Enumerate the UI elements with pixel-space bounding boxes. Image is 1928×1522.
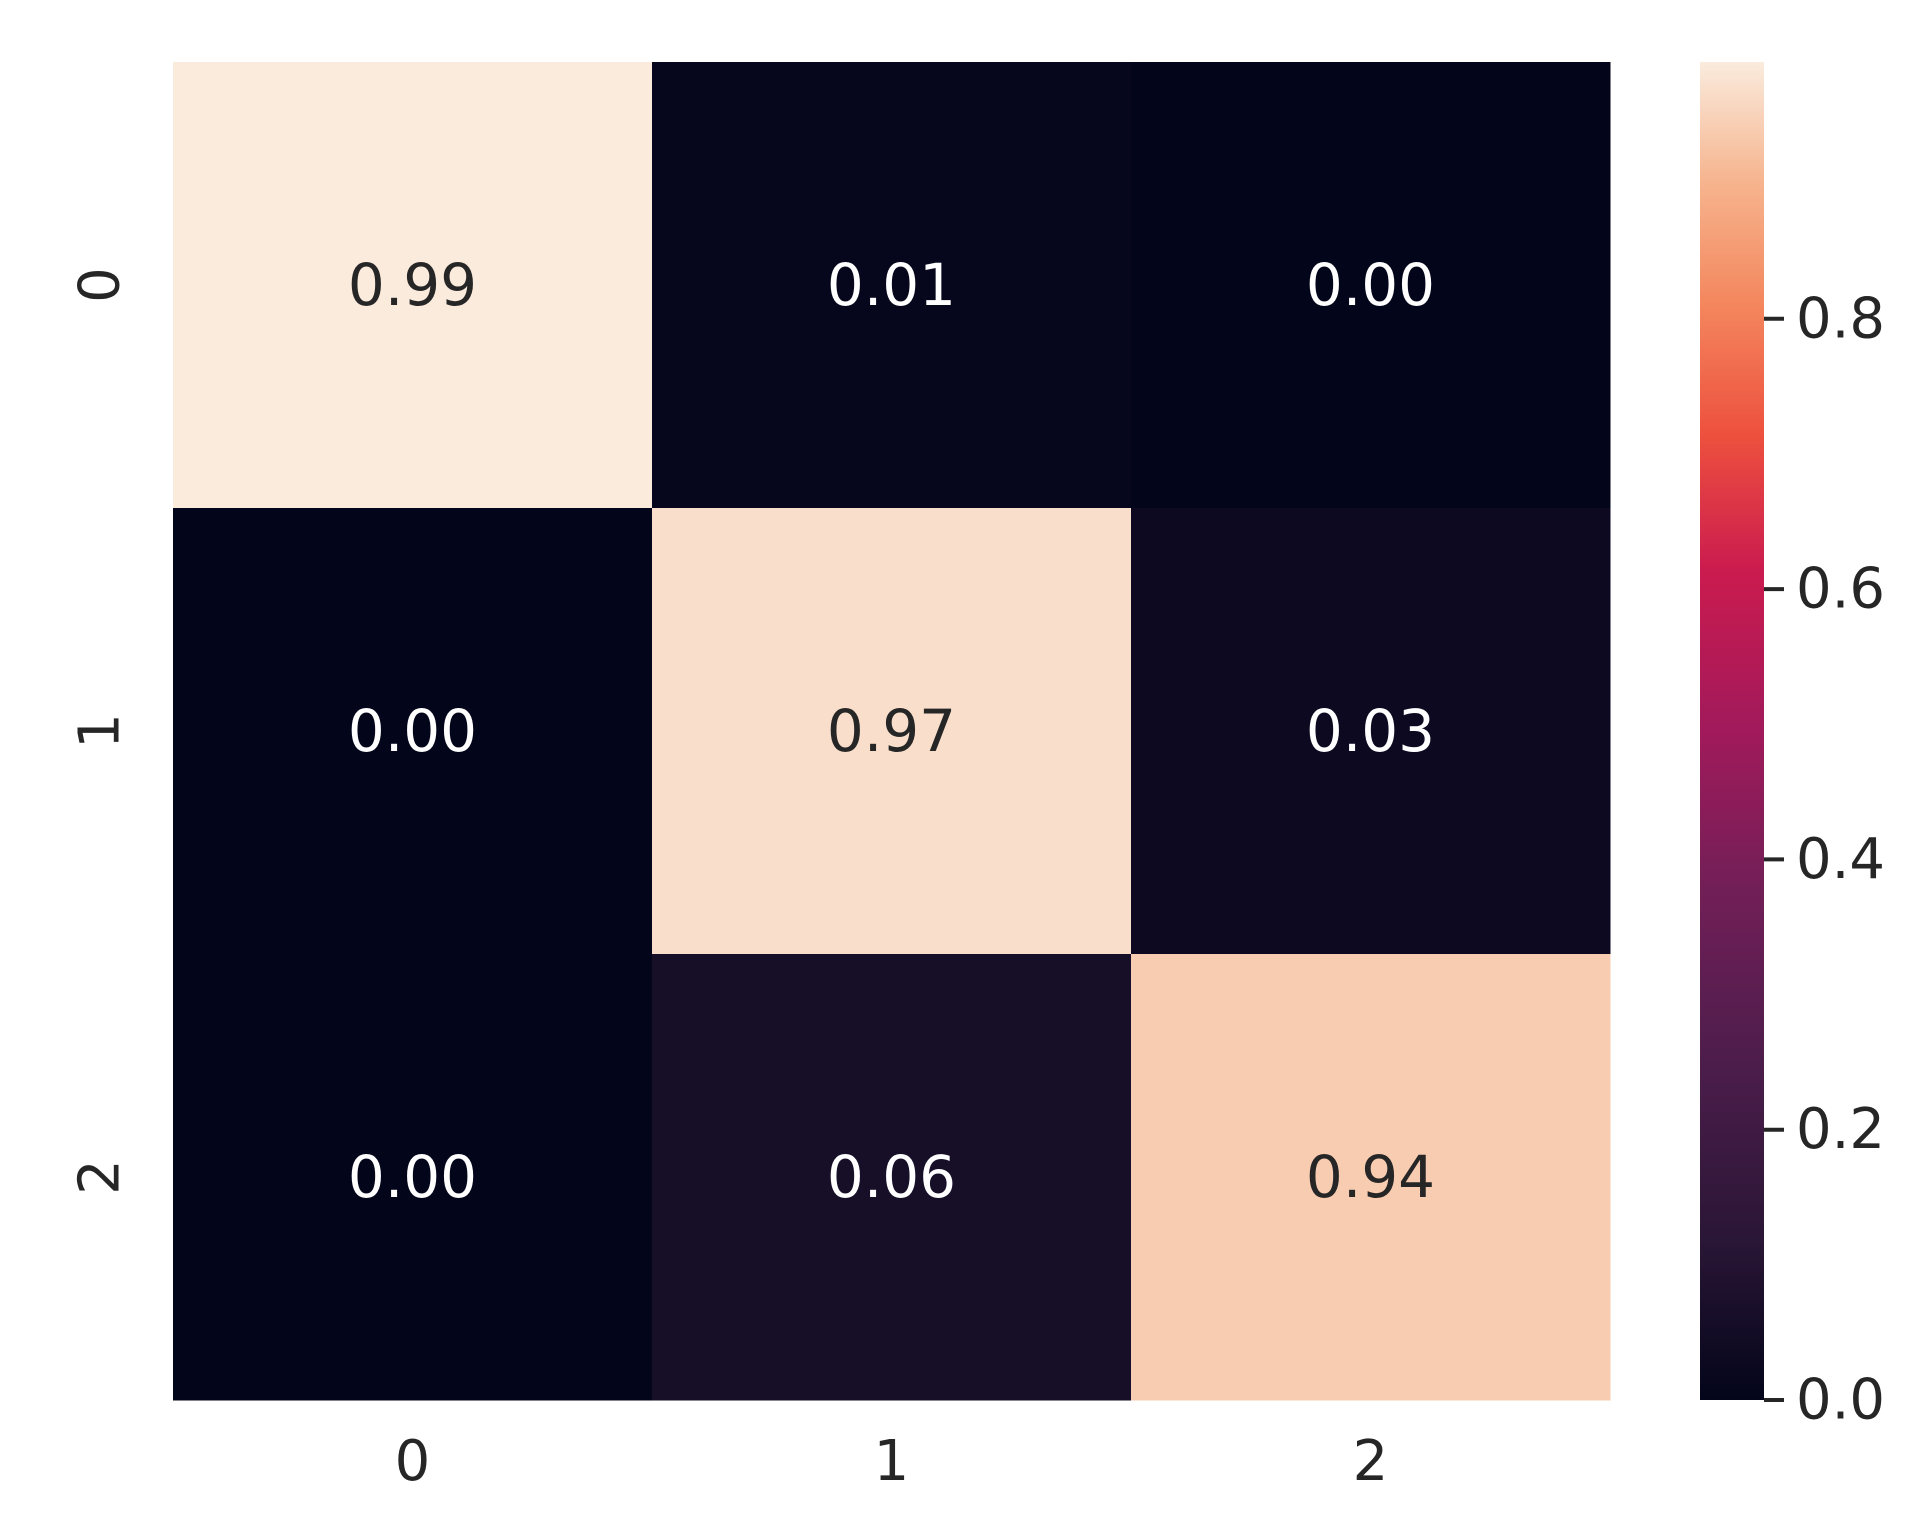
colorbar-tick-label: 0.8 [1796, 286, 1885, 351]
cell-value-label: 0.00 [348, 697, 477, 765]
cell-value-label: 0.00 [348, 1143, 477, 1211]
colorbar-tick-label: 0.4 [1796, 827, 1885, 892]
heatmap-annotations: 0.99 0.01 0.00 0.00 0.97 0.03 0.00 0.06 0.94 [348, 251, 1435, 1211]
cell-value-label: 0.06 [827, 1143, 956, 1211]
heatmap-cell [652, 508, 1132, 955]
heatmap-cells [173, 62, 1611, 1401]
x-tick-label: 0 [395, 1429, 431, 1494]
cell-value-label: 0.01 [827, 251, 956, 319]
heatmap-cell [173, 508, 653, 955]
cell-value-label: 0.97 [827, 697, 956, 765]
colorbar-tick-label: 0.0 [1796, 1368, 1885, 1433]
y-tick-label: 1 [68, 713, 133, 749]
heatmap-cell [652, 62, 1132, 509]
heatmap-cell [1131, 62, 1611, 509]
y-axis-ticks: 0 1 2 [68, 267, 133, 1195]
colorbar-gradient [1700, 62, 1764, 1400]
x-axis-ticks: 0 1 2 [395, 1429, 1389, 1494]
y-tick-label: 2 [68, 1159, 133, 1195]
heatmap-cell [1131, 954, 1611, 1401]
x-tick-label: 1 [874, 1429, 910, 1494]
colorbar-tick-label: 0.6 [1796, 557, 1885, 622]
x-tick-label: 2 [1353, 1429, 1389, 1494]
heatmap-cell [173, 62, 653, 509]
cell-value-label: 0.03 [1306, 697, 1435, 765]
y-tick-label: 0 [68, 267, 133, 303]
heatmap-cell [173, 954, 653, 1401]
heatmap-cell [1131, 508, 1611, 955]
colorbar-tick-label: 0.2 [1796, 1097, 1885, 1162]
cell-value-label: 0.94 [1306, 1143, 1435, 1211]
colorbar: 0.0 0.2 0.4 0.6 0.8 [1700, 62, 1885, 1433]
cell-value-label: 0.99 [348, 251, 477, 319]
heatmap-cell [652, 954, 1132, 1401]
cell-value-label: 0.00 [1306, 251, 1435, 319]
